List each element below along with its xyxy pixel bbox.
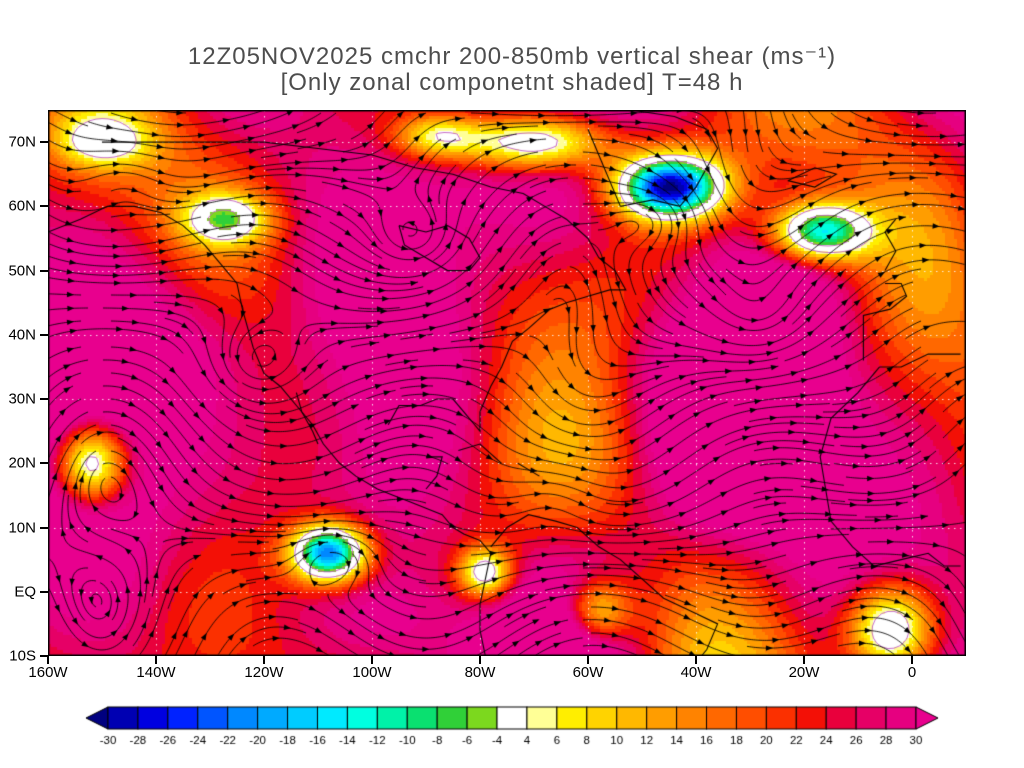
y-axis: 70N 60N 50N 40N 30N 20N 10N EQ 10S [0,110,48,665]
y-tick-label: 40N [8,326,36,344]
y-axis-tick [40,333,48,336]
y-axis-tick [40,205,48,208]
x-axis: 160W 140W 120W 100W 80W 60W 40W 20W 0 [28,656,966,690]
x-tick-label: 140W [136,664,176,681]
y-axis-tick [40,398,48,401]
x-axis-tick [911,656,913,664]
x-axis-tick [47,656,49,664]
map-plot: 70N 60N 50N 40N 30N 20N 10N EQ 10S 160W 140W 120W 1… [8,110,966,681]
x-tick-label: 80W [464,664,496,681]
x-axis-tick [479,656,481,664]
y-tick-label: EQ [14,583,36,601]
y-tick-label: 50N [8,262,36,280]
y-axis-tick [40,526,48,529]
y-tick-label: 10N [8,519,36,537]
x-tick-label: 0 [907,664,917,681]
y-axis-tick [40,462,48,465]
y-axis-tick [40,590,48,593]
y-tick-label: 70N [8,133,36,151]
colorbar-canvas [72,703,952,749]
y-axis-tick [40,269,48,272]
x-tick-label: 60W [572,664,604,681]
y-tick-label: 60N [8,197,36,215]
chart-subtitle: [Only zonal componetnt shaded] T=48 h [280,69,744,96]
x-axis-tick [695,656,697,664]
shear-map-canvas [48,110,966,656]
chart-title: 12Z05NOV2025 cmchr 200-850mb vertical sh… [187,43,837,70]
x-axis-tick [803,656,805,664]
y-tick-label: 30N [8,390,36,408]
x-axis-tick [263,656,265,664]
x-axis-tick [587,656,589,664]
y-axis-tick [40,655,48,657]
y-tick-label: 10S [9,647,36,665]
x-tick-label: 20W [788,664,820,681]
x-tick-label: 160W [28,664,68,681]
x-tick-label: 120W [244,664,284,681]
x-tick-label: 100W [352,664,392,681]
y-tick-label: 20N [8,454,36,472]
x-tick-label: 40W [680,664,712,681]
x-axis-tick [371,656,373,664]
x-axis-tick [155,656,157,664]
y-axis-tick [40,141,48,144]
